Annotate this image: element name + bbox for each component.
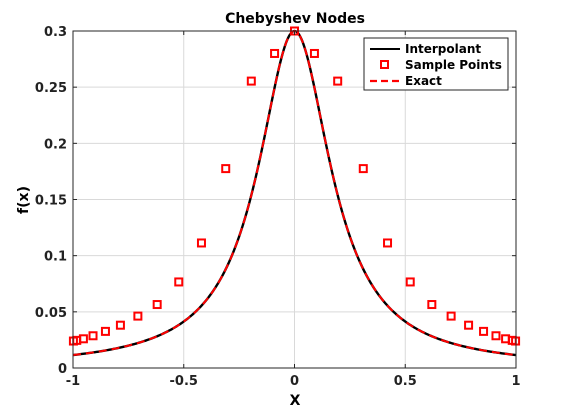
y-tick-label: 0.15 <box>35 194 67 209</box>
y-tick-label: 0.2 <box>44 137 67 152</box>
sample-point <box>270 48 280 58</box>
sample-point <box>196 238 206 248</box>
legend-sample-swatch <box>380 60 389 69</box>
x-axis-label: X <box>290 393 301 409</box>
sample-point <box>427 300 437 310</box>
legend-exact-label: Exact <box>405 74 442 88</box>
y-tick-label: 0 <box>58 362 67 377</box>
sample-point <box>405 277 415 287</box>
sample-point <box>358 164 368 174</box>
sample-point <box>309 48 319 58</box>
legend-interpolant-label: Interpolant <box>405 42 481 56</box>
sample-point <box>88 331 98 341</box>
sample-point <box>174 277 184 287</box>
sample-point <box>78 334 88 344</box>
legend-sample-label: Sample Points <box>405 58 502 72</box>
sample-point <box>115 320 125 330</box>
x-tick-label: 0.5 <box>394 374 417 389</box>
ticks: -1 -0.5 0 0.5 1 0 0.05 0.1 0.15 0.2 0.25 0.3 <box>35 25 521 389</box>
y-tick-label: 0.1 <box>44 250 67 265</box>
y-tick-label: 0.3 <box>44 25 67 40</box>
sample-point <box>446 311 456 321</box>
y-tick-label: 0.25 <box>35 81 67 96</box>
y-axis-label: f(x) <box>16 186 32 214</box>
x-tick-label: -1 <box>66 374 80 389</box>
sample-point <box>479 326 489 336</box>
y-tick-label: 0.05 <box>35 306 67 321</box>
sample-point <box>152 300 162 310</box>
x-tick-label: 0 <box>290 374 299 389</box>
chart-title: Chebyshev Nodes <box>225 11 365 27</box>
sample-point <box>333 76 343 86</box>
sample-point <box>133 311 143 321</box>
x-tick-label: 1 <box>511 374 520 389</box>
sample-point <box>464 320 474 330</box>
legend: Interpolant Sample Points Exact <box>363 37 509 91</box>
sample-point <box>221 164 231 174</box>
sample-point <box>383 238 393 248</box>
sample-point <box>246 76 256 86</box>
sample-point <box>491 331 501 341</box>
x-tick-label: -0.5 <box>170 374 198 389</box>
sample-point <box>100 326 110 336</box>
